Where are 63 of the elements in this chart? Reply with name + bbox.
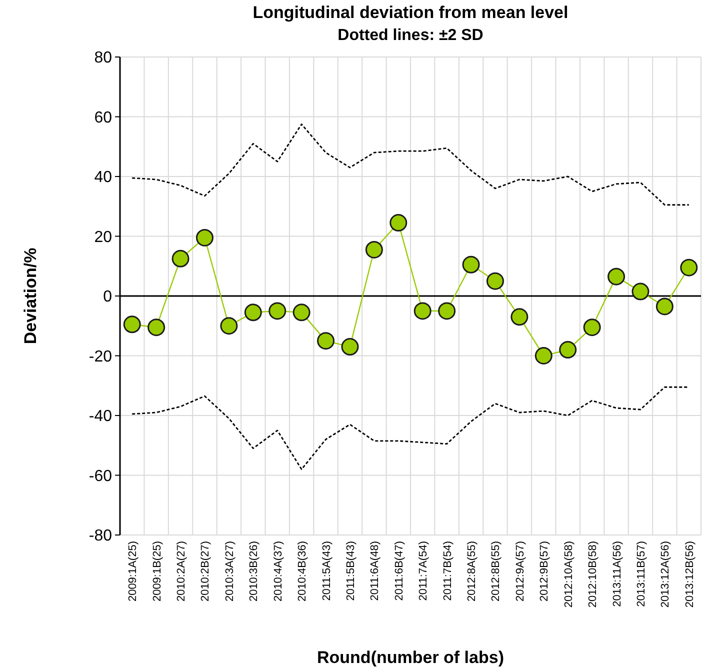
x-tick-label: 2012:10B(58) (587, 541, 600, 608)
x-tick-label: 2011:5B(43) (344, 541, 357, 601)
x-tick-label: 2009:1A(25) (127, 541, 140, 602)
point (462, 256, 480, 274)
x-tick-label: 2013:11B(57) (635, 541, 648, 607)
x-tick-label: 2011:6B(47) (393, 541, 406, 601)
point (680, 258, 698, 276)
line-series (131, 386, 690, 470)
x-tick-label: 2011:7B(54) (442, 541, 454, 601)
y-tick-label: -20 (88, 348, 112, 366)
x-tick-label: 2009:1B(25) (151, 541, 164, 602)
point (196, 228, 214, 246)
point (486, 272, 504, 290)
point (510, 308, 528, 326)
y-tick-label: 20 (94, 228, 112, 246)
point (220, 317, 238, 335)
x-tick-label: 2013:12B(56) (684, 541, 696, 608)
point (438, 302, 456, 320)
chart-subtitle: Dotted lines: ±2 SD (338, 27, 484, 44)
point (559, 341, 577, 359)
x-tick-label: 2010:2A(27) (176, 541, 188, 602)
x-tick-label: 2012:8B(55) (490, 541, 502, 602)
x-tick-label: 2011:5A(43) (320, 541, 333, 601)
x-tick-label: 2010:3B(26) (248, 541, 260, 602)
x-tick-label: 2010:4B(36) (296, 541, 309, 602)
point (656, 298, 674, 316)
x-tick-label: 2012:9B(57) (538, 541, 551, 602)
x-tick-label: 2010:4A(37) (272, 541, 284, 602)
y-tick-label: -80 (88, 528, 112, 545)
point (148, 318, 166, 336)
y-tick-label: 60 (94, 109, 112, 126)
x-tick-label: 2011:6A(48) (369, 541, 382, 601)
point (390, 214, 408, 232)
y-tick-label: 80 (94, 50, 112, 67)
x-tick-label: 2013:12A(56) (660, 541, 672, 608)
point (317, 332, 335, 350)
point (608, 268, 626, 286)
y-tick-label: -40 (88, 408, 112, 426)
chart-title: Longitudinal deviation from mean level (252, 3, 568, 22)
x-tick-label: 2011:7A(54) (418, 541, 430, 601)
y-tick-label: 0 (103, 288, 112, 306)
y-tick-label: -60 (88, 468, 112, 485)
x-tick-label: 2012:9A(57) (514, 541, 526, 602)
point (172, 250, 190, 268)
x-tick-label: 2010:3A(27) (224, 541, 236, 602)
y-axis-title: Deviation/% (21, 248, 40, 344)
point (632, 282, 650, 300)
x-tick-label: 2010:2B(27) (200, 541, 212, 602)
point (244, 304, 262, 322)
point (534, 347, 552, 364)
point (583, 318, 601, 336)
point (268, 302, 286, 320)
x-tick-label: 2013:11A(56) (611, 541, 624, 607)
point (292, 304, 310, 322)
point (341, 338, 359, 356)
line-series (131, 124, 690, 206)
x-axis-title: Round(number of labs) (317, 648, 504, 667)
x-tick-label: 2012:8A(55) (466, 541, 478, 602)
point (123, 316, 141, 334)
x-tick-label: 2012:10A(58) (562, 541, 575, 608)
point (365, 240, 383, 258)
point (414, 302, 432, 320)
y-tick-label: 40 (94, 169, 112, 186)
